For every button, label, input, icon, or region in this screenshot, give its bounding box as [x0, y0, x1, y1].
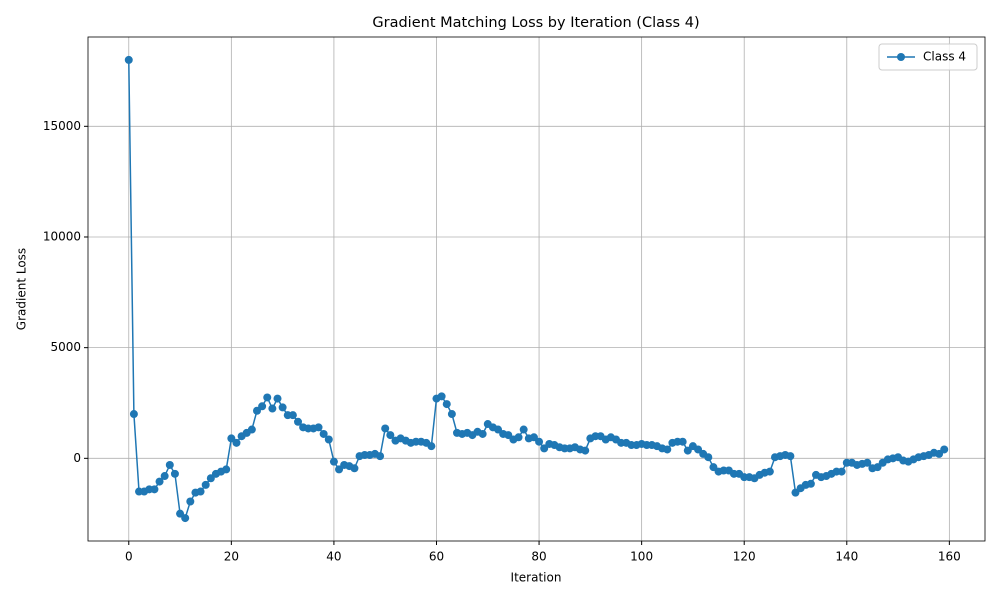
data-point [765, 467, 774, 476]
data-point [155, 477, 164, 486]
data-point [288, 411, 297, 420]
x-tick-label: 120 [733, 550, 756, 564]
data-point [940, 445, 949, 454]
data-point [678, 437, 687, 446]
x-tick-label: 20 [224, 550, 239, 564]
x-tick-label: 160 [938, 550, 961, 564]
y-tick-label: 15000 [43, 119, 81, 133]
data-point [381, 424, 390, 433]
plot-frame [87, 36, 986, 542]
data-point [806, 479, 815, 488]
legend-box [878, 43, 978, 71]
y-axis-label: Gradient Loss [15, 248, 29, 330]
data-point [663, 445, 672, 454]
data-point [165, 460, 174, 469]
legend-marker [897, 53, 905, 61]
data-point [160, 472, 169, 481]
x-tick-label: 100 [630, 550, 653, 564]
data-point [268, 404, 277, 413]
data-point [201, 480, 210, 489]
data-point [437, 392, 446, 401]
chart-title: Gradient Matching Loss by Iteration (Cla… [372, 15, 699, 31]
data-point [324, 435, 333, 444]
data-point [129, 410, 138, 419]
data-point [535, 437, 544, 446]
x-axis-label: Iteration [511, 571, 562, 585]
data-point [314, 423, 323, 432]
data-point [786, 452, 795, 461]
data-point [273, 394, 282, 403]
data-point [863, 458, 872, 467]
y-tick-label: 10000 [43, 229, 81, 243]
data-point [319, 429, 328, 438]
data-point [837, 467, 846, 476]
data-point [386, 431, 395, 440]
data-point [519, 425, 528, 434]
data-point [294, 417, 303, 426]
y-tick-label: 0 [73, 451, 81, 465]
data-point [150, 485, 159, 494]
data-point [181, 514, 190, 523]
data-point [514, 433, 523, 442]
data-point [278, 403, 287, 412]
data-point [232, 438, 241, 447]
data-point [329, 457, 338, 466]
x-tick-label: 80 [531, 550, 546, 564]
x-tick-label: 0 [125, 550, 133, 564]
data-point [247, 425, 256, 434]
data-point [186, 497, 195, 506]
data-point [196, 487, 205, 496]
data-point [447, 410, 456, 419]
x-tick-label: 60 [429, 550, 444, 564]
x-tick-label: 140 [835, 550, 858, 564]
data-point [258, 402, 267, 411]
data-point [478, 429, 487, 438]
data-point [376, 452, 385, 461]
data-point [222, 465, 231, 474]
data-point [704, 453, 713, 462]
legend-label: Class 4 [923, 50, 966, 64]
data-point [124, 55, 133, 64]
data-point [427, 442, 436, 451]
data-point [581, 446, 590, 455]
data-point [170, 469, 179, 478]
data-point [442, 400, 451, 409]
data-point [263, 393, 272, 402]
x-tick-label: 40 [326, 550, 341, 564]
data-point [350, 464, 359, 473]
y-tick-label: 5000 [50, 340, 81, 354]
